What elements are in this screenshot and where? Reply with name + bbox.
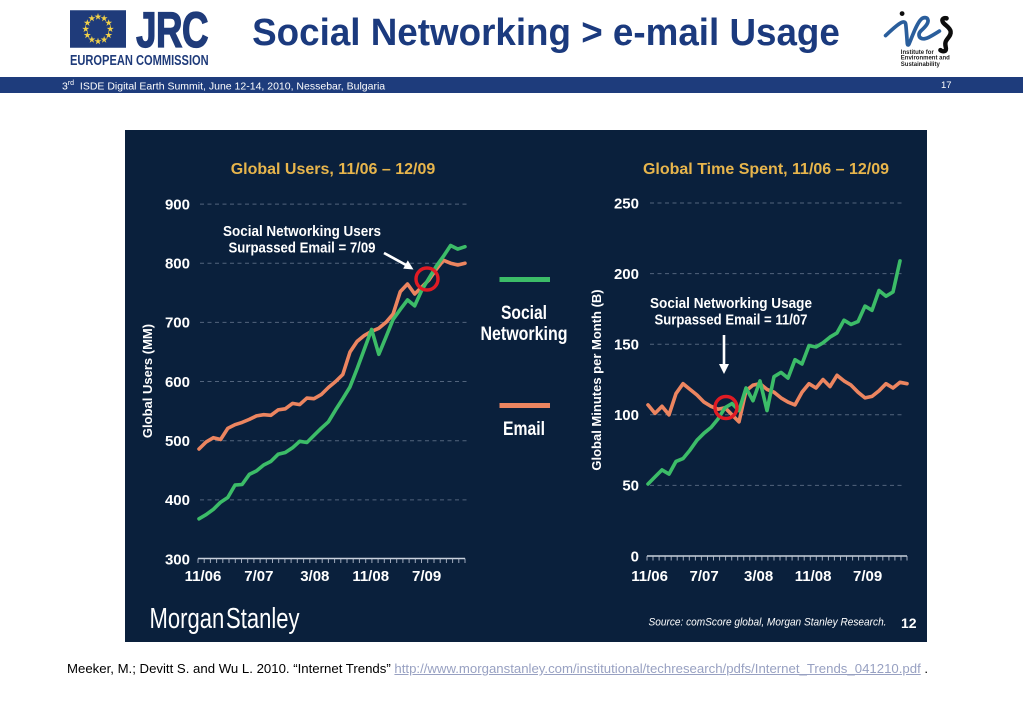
svg-text:300: 300 [165,551,190,568]
svg-text:7/09: 7/09 [853,568,882,585]
svg-text:Global Users, 11/06 – 12/09: Global Users, 11/06 – 12/09 [231,161,436,178]
svg-text:Surpassed Email = 7/09: Surpassed Email = 7/09 [229,241,376,257]
svg-text:800: 800 [165,256,190,273]
svg-text:400: 400 [165,492,190,509]
svg-text:Social Networking Users: Social Networking Users [223,224,381,240]
svg-text:50: 50 [622,478,639,495]
svg-text:11/08: 11/08 [795,568,832,585]
svg-text:12: 12 [901,615,917,631]
svg-text:Social Networking Usage: Social Networking Usage [650,296,812,312]
svg-text:Institute for: Institute for [901,50,935,56]
svg-text:Social: Social [501,303,547,324]
svg-text:Global Minutes per Month (B): Global Minutes per Month (B) [589,289,604,470]
svg-text:Global Time Spent, 11/06 – 12/: Global Time Spent, 11/06 – 12/09 [643,161,889,178]
svg-text:100: 100 [614,407,639,424]
svg-text:150: 150 [614,337,639,354]
svg-text:7/07: 7/07 [689,568,718,585]
svg-text:200: 200 [614,266,639,283]
svg-text:700: 700 [165,315,190,332]
svg-text:Networking: Networking [481,324,568,345]
svg-text:Sustainability: Sustainability [901,62,941,68]
svg-text:Source: comScore global, Morga: Source: comScore global, Morgan Stanley … [649,617,887,629]
svg-text:11/06: 11/06 [185,568,222,585]
svg-text:500: 500 [165,433,190,450]
svg-text:600: 600 [165,374,190,391]
svg-text:7/09: 7/09 [412,568,441,585]
svg-text:250: 250 [614,195,639,212]
svg-text:Global Users (MM): Global Users (MM) [140,324,155,438]
svg-text:900: 900 [165,196,190,213]
svg-text:11/08: 11/08 [352,568,389,585]
svg-text:Environment and: Environment and [901,56,950,62]
svg-text:3/08: 3/08 [300,568,329,585]
svg-text:11/06: 11/06 [631,568,668,585]
svg-text:Morgan Stanley: Morgan Stanley [150,603,300,635]
svg-text:7/07: 7/07 [244,568,273,585]
svg-text:0: 0 [631,548,639,565]
svg-text:Email: Email [503,419,545,440]
svg-text:Surpassed Email = 11/07: Surpassed Email = 11/07 [655,313,808,329]
svg-text:3/08: 3/08 [744,568,773,585]
